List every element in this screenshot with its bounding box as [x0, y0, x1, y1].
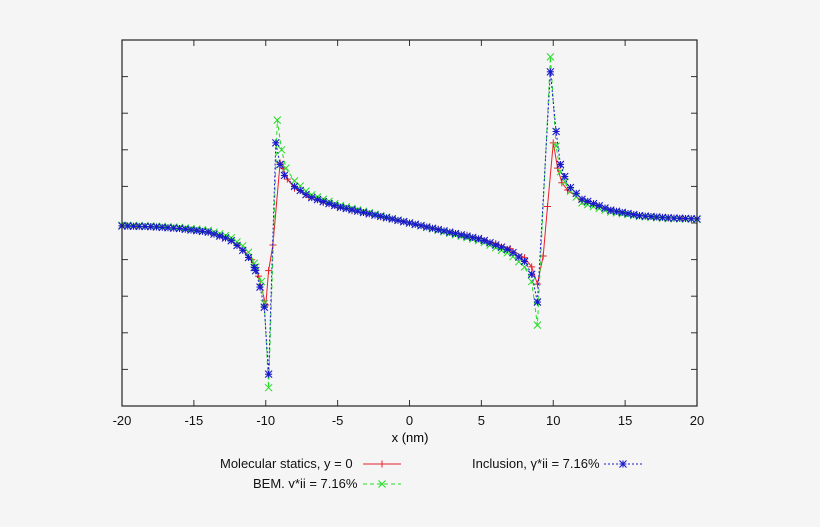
- legend-label: Inclusion, γ*ii = 7.16%: [472, 456, 600, 471]
- svg-text:-20: -20: [113, 413, 132, 428]
- legend-item-inclusion: Inclusion, γ*ii = 7.16%: [472, 456, 600, 471]
- series-2: [118, 67, 701, 379]
- svg-text:-15: -15: [184, 413, 203, 428]
- svg-text:15: 15: [618, 413, 632, 428]
- svg-text:10: 10: [546, 413, 560, 428]
- legend-item-bem: BEM, γ*ii = 7.16%: [253, 476, 357, 488]
- svg-text:-10: -10: [256, 413, 275, 428]
- x-axis-label: x (nm): [391, 430, 429, 445]
- svg-text:0: 0: [406, 413, 413, 428]
- svg-text:5: 5: [478, 413, 485, 428]
- plot-frame: [121, 39, 698, 407]
- legend-samples: [363, 460, 642, 488]
- svg-text:20: 20: [690, 413, 704, 428]
- x-tick-labels: -20 -15 -10 -5 0 5 10 15 20: [113, 413, 705, 428]
- legend-item-molecular-statics: Molecular statics, y = 0: [220, 456, 353, 471]
- legend-label: Molecular statics, y = 0: [220, 456, 353, 471]
- data-series: [118, 52, 701, 392]
- legend-label: BEM, γ*ii = 7.16%: [253, 476, 358, 488]
- svg-text:-5: -5: [332, 413, 344, 428]
